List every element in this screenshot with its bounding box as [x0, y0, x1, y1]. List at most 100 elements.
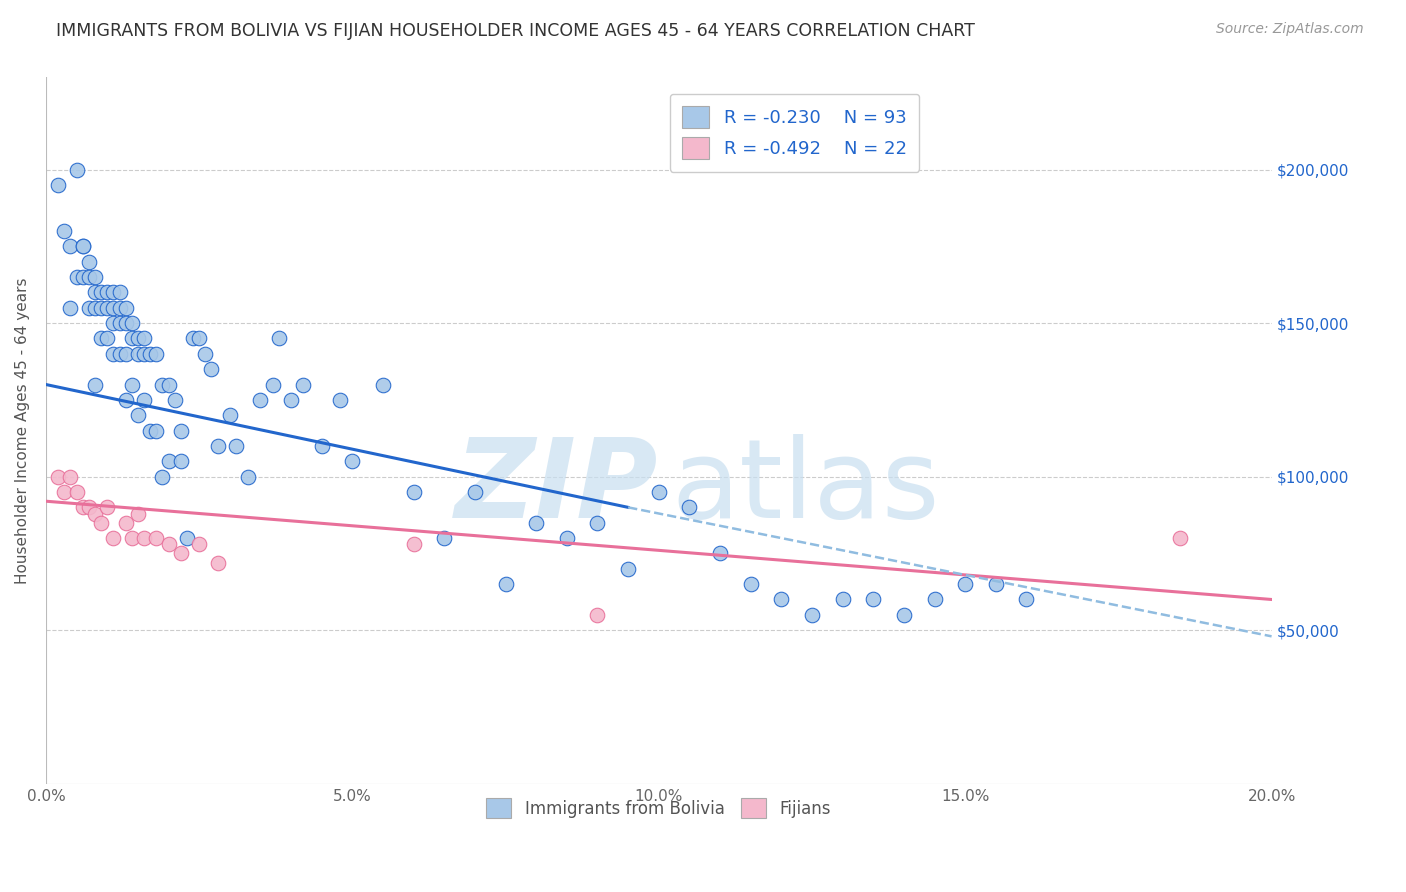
Point [96, 285, 118, 300]
Point [103, 316, 125, 330]
Point [170, 454, 193, 468]
Point [218, 409, 240, 423]
Point [59, 469, 82, 483]
Point [84, 301, 107, 315]
Point [53, 224, 76, 238]
Point [678, 500, 700, 515]
Point [127, 347, 149, 361]
Point [152, 377, 174, 392]
Point [77, 254, 100, 268]
Point [862, 592, 884, 607]
Point [586, 607, 609, 622]
Point [207, 439, 229, 453]
Point [188, 537, 211, 551]
Point [103, 301, 125, 315]
Point [555, 531, 578, 545]
Point [371, 377, 394, 392]
Point [145, 531, 167, 545]
Point [65, 485, 87, 500]
Point [108, 285, 131, 300]
Point [90, 516, 112, 530]
Point [90, 301, 112, 315]
Point [132, 347, 155, 361]
Point [953, 577, 976, 591]
Point [114, 392, 136, 407]
Point [238, 469, 260, 483]
Point [139, 347, 162, 361]
Point [114, 316, 136, 330]
Point [59, 239, 82, 253]
Point [648, 485, 671, 500]
Point [402, 537, 425, 551]
Point [46, 469, 69, 483]
Point [170, 546, 193, 560]
Point [108, 347, 131, 361]
Point [77, 500, 100, 515]
Point [139, 424, 162, 438]
Point [292, 377, 315, 392]
Point [114, 516, 136, 530]
Point [72, 500, 94, 515]
Point [207, 556, 229, 570]
Point [586, 516, 609, 530]
Point [114, 347, 136, 361]
Point [194, 347, 217, 361]
Point [114, 301, 136, 315]
Point [617, 562, 640, 576]
Point [84, 285, 107, 300]
Point [402, 485, 425, 500]
Point [96, 301, 118, 315]
Point [145, 424, 167, 438]
Point [709, 546, 731, 560]
Point [249, 392, 271, 407]
Point [801, 607, 824, 622]
Point [152, 469, 174, 483]
Point [495, 577, 517, 591]
Point [72, 270, 94, 285]
Point [121, 316, 143, 330]
Point [329, 392, 352, 407]
Point [464, 485, 486, 500]
Point [108, 316, 131, 330]
Point [831, 592, 853, 607]
Point [65, 270, 87, 285]
Point [53, 485, 76, 500]
Point [132, 392, 155, 407]
Point [1168, 531, 1191, 545]
Point [127, 507, 149, 521]
Legend: Immigrants from Bolivia, Fijians: Immigrants from Bolivia, Fijians [479, 791, 838, 825]
Point [924, 592, 946, 607]
Text: ZIP: ZIP [456, 434, 659, 541]
Point [46, 178, 69, 192]
Point [132, 331, 155, 345]
Point [121, 531, 143, 545]
Point [200, 362, 222, 376]
Point [108, 301, 131, 315]
Point [893, 607, 915, 622]
Point [103, 285, 125, 300]
Point [342, 454, 364, 468]
Point [163, 392, 186, 407]
Point [121, 331, 143, 345]
Point [145, 347, 167, 361]
Point [262, 377, 284, 392]
Point [59, 301, 82, 315]
Point [84, 507, 107, 521]
Point [280, 392, 302, 407]
Point [132, 531, 155, 545]
Point [225, 439, 247, 453]
Y-axis label: Householder Income Ages 45 - 64 years: Householder Income Ages 45 - 64 years [15, 277, 30, 584]
Point [188, 331, 211, 345]
Point [770, 592, 793, 607]
Point [157, 454, 180, 468]
Point [157, 377, 180, 392]
Point [84, 377, 107, 392]
Point [984, 577, 1007, 591]
Point [121, 377, 143, 392]
Point [433, 531, 456, 545]
Point [524, 516, 547, 530]
Point [77, 270, 100, 285]
Point [1015, 592, 1038, 607]
Point [72, 239, 94, 253]
Point [127, 331, 149, 345]
